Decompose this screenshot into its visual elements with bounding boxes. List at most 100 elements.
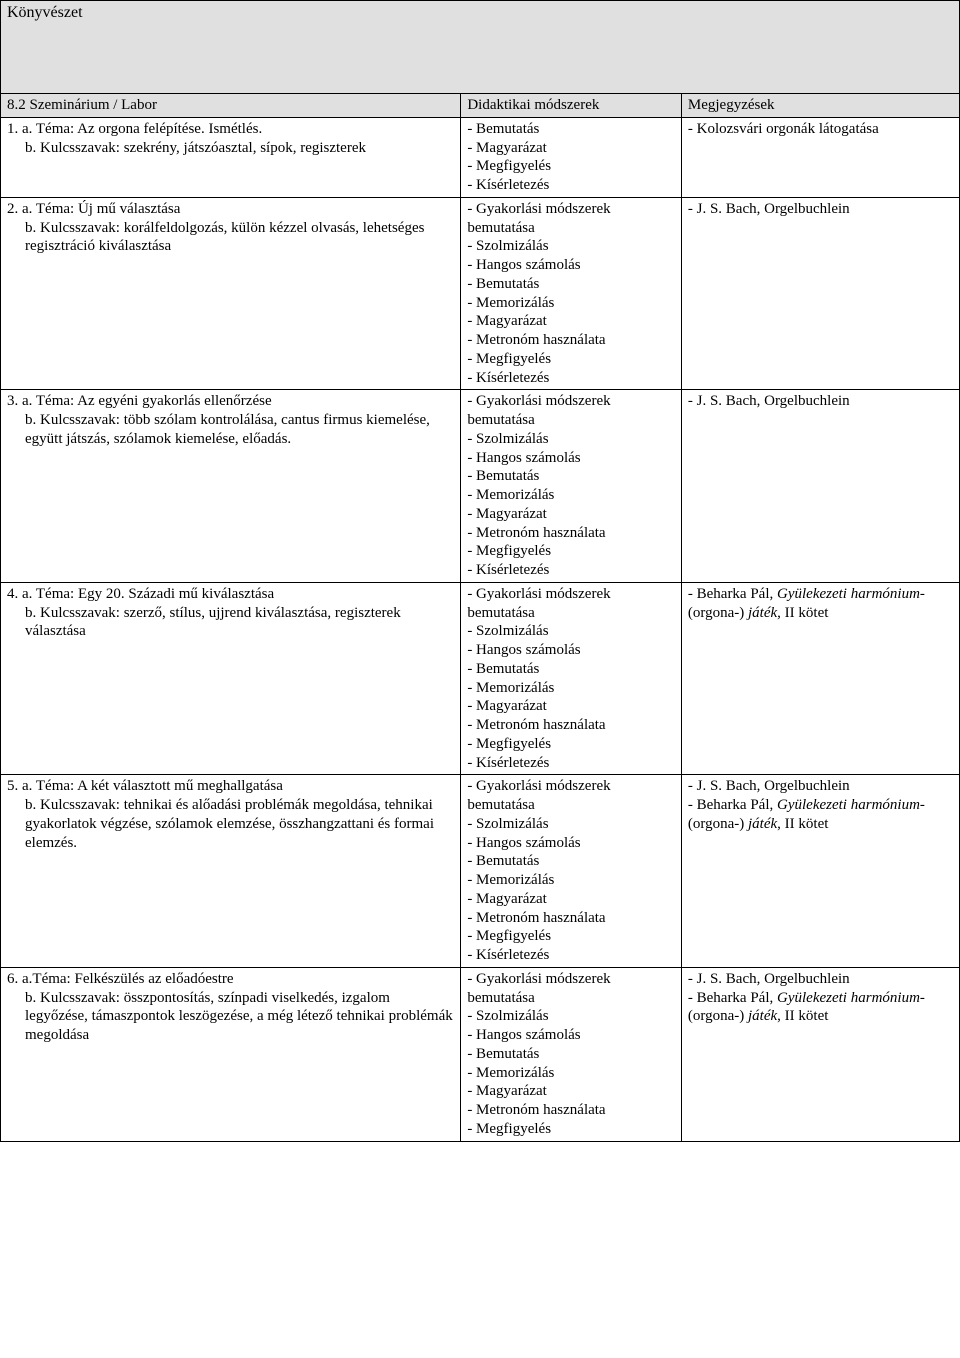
method-item: - Magyarázat bbox=[467, 697, 675, 716]
methods-cell: - Gyakorlási módszerek bemutatása - Szol… bbox=[461, 967, 682, 1141]
table-title-cell: Könyvészet bbox=[1, 1, 960, 94]
method-item: - Metronóm használata bbox=[467, 524, 675, 543]
method-item: - Magyarázat bbox=[467, 505, 675, 524]
note-text: - J. S. Bach, Orgelbuchlein bbox=[688, 393, 850, 409]
note-text-italic: Gyülekezeti harmónium- bbox=[777, 797, 925, 813]
col-header-methods: Didaktikai módszerek bbox=[461, 94, 682, 118]
method-item: - Memorizálás bbox=[467, 1064, 675, 1083]
topic-cell: 6. a.Téma: Felkészülés az előadóestre b.… bbox=[1, 967, 461, 1141]
notes-cell: - J. S. Bach, Orgelbuchlein bbox=[681, 390, 959, 583]
method-item: - Gyakorlási módszerek bemutatása bbox=[467, 200, 675, 238]
topic-b: b. Kulcsszavak: több szólam kontrolálása… bbox=[7, 411, 454, 449]
topic-a: 4. a. Téma: Egy 20. Századi mű kiválaszt… bbox=[7, 585, 454, 604]
method-item: - Szolmizálás bbox=[467, 430, 675, 449]
notes-cell: - J. S. Bach, Orgelbuchlein - Beharka Pá… bbox=[681, 967, 959, 1141]
methods-cell: - Gyakorlási módszerek bemutatása - Szol… bbox=[461, 197, 682, 390]
method-item: - Memorizálás bbox=[467, 486, 675, 505]
note-text: , II kötet bbox=[777, 1008, 828, 1024]
method-item: - Bemutatás bbox=[467, 660, 675, 679]
method-item: - Memorizálás bbox=[467, 871, 675, 890]
method-item: - Megfigyelés bbox=[467, 157, 675, 176]
method-item: - Bemutatás bbox=[467, 852, 675, 871]
method-item: - Hangos számolás bbox=[467, 641, 675, 660]
topic-a: 2. a. Téma: Új mű választása bbox=[7, 200, 454, 219]
notes-cell: - Kolozsvári orgonák látogatása bbox=[681, 117, 959, 197]
method-item: - Szolmizálás bbox=[467, 1007, 675, 1026]
topic-cell: 1. a. Téma: Az orgona felépítése. Ismétl… bbox=[1, 117, 461, 197]
method-item: - Magyarázat bbox=[467, 312, 675, 331]
method-item: - Metronóm használata bbox=[467, 331, 675, 350]
note-text: - Beharka Pál, bbox=[688, 586, 777, 602]
notes-cell: - J. S. Bach, Orgelbuchlein bbox=[681, 197, 959, 390]
syllabus-table: Könyvészet 8.2 Szeminárium / Labor Didak… bbox=[0, 0, 960, 1142]
method-item: - Megfigyelés bbox=[467, 542, 675, 561]
note-text: , II kötet bbox=[777, 605, 828, 621]
method-item: - Kísérletezés bbox=[467, 561, 675, 580]
table-row: 2. a. Téma: Új mű választása b. Kulcssza… bbox=[1, 197, 960, 390]
method-item: - Bemutatás bbox=[467, 467, 675, 486]
method-item: - Kísérletezés bbox=[467, 176, 675, 195]
note-text: - Kolozsvári orgonák látogatása bbox=[688, 121, 879, 137]
topic-b: b. Kulcsszavak: tehnikai és alőadási pro… bbox=[7, 796, 454, 852]
note-text: (orgona-) bbox=[688, 1008, 748, 1024]
topic-b: b. Kulcsszavak: szekrény, játszóasztal, … bbox=[7, 139, 454, 158]
topic-cell: 5. a. Téma: A két választott mű meghallg… bbox=[1, 775, 461, 968]
table-row: 4. a. Téma: Egy 20. Századi mű kiválaszt… bbox=[1, 582, 960, 775]
methods-cell: - Gyakorlási módszerek bemutatása - Szol… bbox=[461, 390, 682, 583]
method-item: - Gyakorlási módszerek bemutatása bbox=[467, 392, 675, 430]
method-item: - Magyarázat bbox=[467, 890, 675, 909]
topic-a: 5. a. Téma: A két választott mű meghallg… bbox=[7, 777, 454, 796]
method-item: - Memorizálás bbox=[467, 294, 675, 313]
topic-a: 3. a. Téma: Az egyéni gyakorlás ellenőrz… bbox=[7, 392, 454, 411]
method-item: - Hangos számolás bbox=[467, 449, 675, 468]
col-header-seminar: 8.2 Szeminárium / Labor bbox=[1, 94, 461, 118]
method-item: - Szolmizálás bbox=[467, 622, 675, 641]
method-item: - Magyarázat bbox=[467, 1082, 675, 1101]
method-item: - Megfigyelés bbox=[467, 735, 675, 754]
method-item: - Megfigyelés bbox=[467, 927, 675, 946]
methods-cell: - Gyakorlási módszerek bemutatása - Szol… bbox=[461, 775, 682, 968]
notes-cell: - Beharka Pál, Gyülekezeti harmónium- (o… bbox=[681, 582, 959, 775]
method-item: - Szolmizálás bbox=[467, 237, 675, 256]
methods-cell: - Gyakorlási módszerek bemutatása - Szol… bbox=[461, 582, 682, 775]
table-row: 6. a.Téma: Felkészülés az előadóestre b.… bbox=[1, 967, 960, 1141]
note-text-italic: játék bbox=[748, 816, 777, 832]
method-item: - Bemutatás bbox=[467, 1045, 675, 1064]
note-text: - J. S. Bach, Orgelbuchlein bbox=[688, 970, 953, 989]
method-item: - Megfigyelés bbox=[467, 350, 675, 369]
table-header-row: 8.2 Szeminárium / Labor Didaktikai módsz… bbox=[1, 94, 960, 118]
page-title: Könyvészet bbox=[7, 4, 83, 21]
note-text: (orgona-) bbox=[688, 605, 748, 621]
table-row: 5. a. Téma: A két választott mű meghallg… bbox=[1, 775, 960, 968]
note-text: , II kötet bbox=[777, 816, 828, 832]
note-text-italic: Gyülekezeti harmónium- bbox=[777, 586, 925, 602]
method-item: - Bemutatás bbox=[467, 275, 675, 294]
method-item: - Metronóm használata bbox=[467, 909, 675, 928]
topic-b: b. Kulcsszavak: korálfeldolgozás, külön … bbox=[7, 219, 454, 257]
note-text: - Beharka Pál, bbox=[688, 797, 777, 813]
methods-cell: - Bemutatás - Magyarázat - Megfigyelés -… bbox=[461, 117, 682, 197]
method-item: - Gyakorlási módszerek bemutatása bbox=[467, 777, 675, 815]
method-item: - Gyakorlási módszerek bemutatása bbox=[467, 585, 675, 623]
method-item: - Memorizálás bbox=[467, 679, 675, 698]
topic-cell: 4. a. Téma: Egy 20. Századi mű kiválaszt… bbox=[1, 582, 461, 775]
note-text-italic: Gyülekezeti harmónium- bbox=[777, 990, 925, 1006]
table-title-row: Könyvészet bbox=[1, 1, 960, 94]
method-item: - Hangos számolás bbox=[467, 256, 675, 275]
method-item: - Gyakorlási módszerek bemutatása bbox=[467, 970, 675, 1008]
method-item: - Megfigyelés bbox=[467, 1120, 675, 1139]
note-text: (orgona-) bbox=[688, 816, 748, 832]
note-text: - J. S. Bach, Orgelbuchlein bbox=[688, 777, 953, 796]
method-item: - Bemutatás bbox=[467, 120, 675, 139]
topic-cell: 2. a. Téma: Új mű választása b. Kulcssza… bbox=[1, 197, 461, 390]
method-item: - Kísérletezés bbox=[467, 946, 675, 965]
note-text: - J. S. Bach, Orgelbuchlein bbox=[688, 201, 850, 217]
method-item: - Magyarázat bbox=[467, 139, 675, 158]
notes-cell: - J. S. Bach, Orgelbuchlein - Beharka Pá… bbox=[681, 775, 959, 968]
col-header-notes: Megjegyzések bbox=[681, 94, 959, 118]
method-item: - Metronóm használata bbox=[467, 1101, 675, 1120]
topic-b: b. Kulcsszavak: összpontosítás, színpadi… bbox=[7, 989, 454, 1045]
method-item: - Kísérletezés bbox=[467, 754, 675, 773]
note-text-italic: játék bbox=[748, 1008, 777, 1024]
topic-a: 6. a.Téma: Felkészülés az előadóestre bbox=[7, 970, 454, 989]
